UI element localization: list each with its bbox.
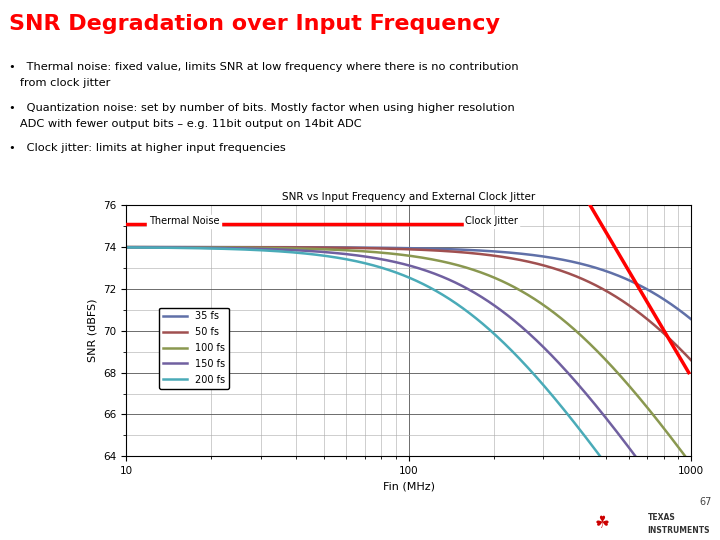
100 fs bbox=[122, 244, 130, 251]
35 fs bbox=[222, 244, 230, 251]
Text: •   Clock jitter: limits at higher input frequencies: • Clock jitter: limits at higher input f… bbox=[9, 143, 286, 153]
150 fs bbox=[547, 352, 556, 359]
150 fs bbox=[222, 245, 230, 251]
35 fs bbox=[547, 254, 556, 261]
150 fs bbox=[499, 309, 508, 315]
Text: •   Thermal noise: fixed value, limits SNR at low frequency where there is no co: • Thermal noise: fixed value, limits SNR… bbox=[9, 62, 519, 72]
200 fs bbox=[499, 339, 508, 346]
150 fs bbox=[687, 530, 696, 536]
X-axis label: Fin (MHz): Fin (MHz) bbox=[382, 482, 435, 491]
150 fs bbox=[455, 281, 464, 288]
100 fs bbox=[377, 249, 386, 256]
50 fs bbox=[222, 244, 230, 251]
35 fs bbox=[499, 249, 508, 255]
200 fs bbox=[122, 244, 130, 251]
35 fs bbox=[122, 244, 130, 251]
100 fs bbox=[499, 279, 508, 285]
100 fs bbox=[687, 461, 696, 468]
100 fs bbox=[455, 262, 464, 269]
Text: ☘: ☘ bbox=[595, 514, 610, 532]
50 fs bbox=[499, 254, 508, 260]
50 fs bbox=[687, 357, 696, 363]
200 fs bbox=[267, 247, 276, 254]
50 fs bbox=[455, 249, 464, 255]
200 fs bbox=[455, 302, 464, 309]
50 fs bbox=[377, 245, 386, 252]
35 fs bbox=[267, 244, 276, 251]
Text: SNR Degradation over Input Frequency: SNR Degradation over Input Frequency bbox=[9, 14, 500, 33]
Text: from clock jitter: from clock jitter bbox=[9, 78, 111, 89]
100 fs bbox=[267, 245, 276, 251]
Text: TI Information – NDA Required: TI Information – NDA Required bbox=[6, 517, 245, 531]
Line: 35 fs: 35 fs bbox=[126, 247, 691, 319]
150 fs bbox=[122, 244, 130, 251]
35 fs bbox=[455, 246, 464, 253]
Y-axis label: SNR (dBFS): SNR (dBFS) bbox=[87, 299, 97, 362]
Text: Thermal Noise: Thermal Noise bbox=[148, 217, 219, 226]
Text: INSTRUMENTS: INSTRUMENTS bbox=[647, 526, 710, 535]
Line: 50 fs: 50 fs bbox=[126, 247, 691, 360]
Text: •   Quantization noise: set by number of bits. Mostly factor when using higher r: • Quantization noise: set by number of b… bbox=[9, 103, 515, 113]
Line: 200 fs: 200 fs bbox=[126, 247, 691, 540]
Line: 150 fs: 150 fs bbox=[126, 247, 691, 533]
Title: SNR vs Input Frequency and External Clock Jitter: SNR vs Input Frequency and External Cloc… bbox=[282, 192, 535, 201]
200 fs bbox=[547, 392, 556, 398]
Line: 100 fs: 100 fs bbox=[126, 247, 691, 464]
Legend: 35 fs, 50 fs, 100 fs, 150 fs, 200 fs: 35 fs, 50 fs, 100 fs, 150 fs, 200 fs bbox=[159, 308, 229, 389]
Text: 67: 67 bbox=[699, 496, 711, 507]
100 fs bbox=[547, 308, 556, 314]
Text: ADC with fewer output bits – e.g. 11bit output on 14bit ADC: ADC with fewer output bits – e.g. 11bit … bbox=[9, 119, 362, 129]
200 fs bbox=[377, 265, 386, 271]
50 fs bbox=[122, 244, 130, 251]
150 fs bbox=[267, 246, 276, 252]
100 fs bbox=[222, 244, 230, 251]
Text: TEXAS: TEXAS bbox=[647, 513, 675, 522]
35 fs bbox=[377, 245, 386, 251]
50 fs bbox=[547, 265, 556, 271]
35 fs bbox=[687, 316, 696, 322]
150 fs bbox=[377, 256, 386, 262]
50 fs bbox=[267, 244, 276, 251]
Text: Clock Jitter: Clock Jitter bbox=[465, 217, 518, 226]
200 fs bbox=[222, 246, 230, 252]
